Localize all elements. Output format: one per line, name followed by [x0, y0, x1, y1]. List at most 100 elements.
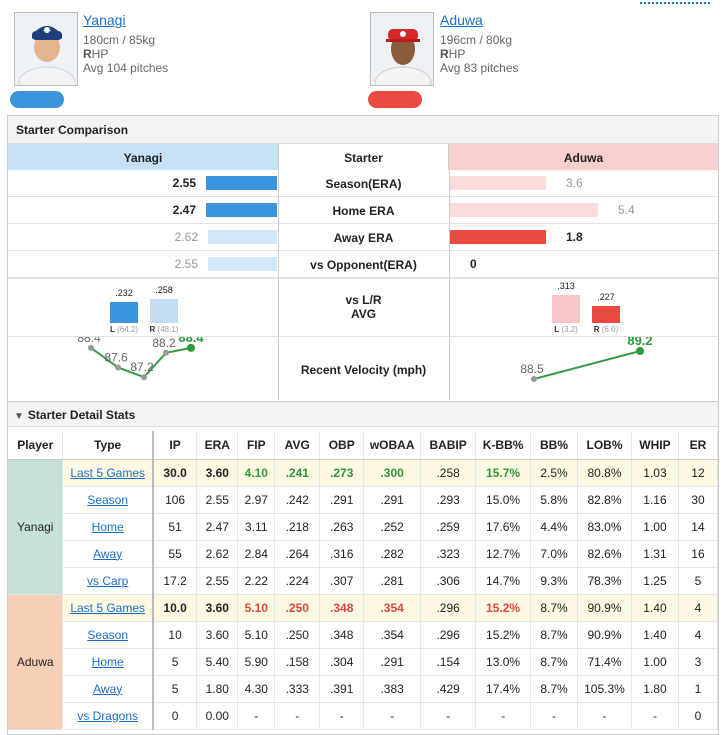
type-cell: Season: [62, 486, 154, 514]
stat-cell: .250: [274, 594, 321, 622]
collapse-caret-icon: ▼: [14, 411, 24, 422]
split-type-link[interactable]: Season: [87, 492, 129, 507]
stat-cell: 12.7%: [475, 540, 532, 568]
stat-cell: .154: [420, 648, 477, 676]
type-cell: vs Dragons: [62, 702, 154, 730]
stat-cell: 7.0%: [530, 540, 578, 568]
stat-cell: .306: [420, 567, 477, 595]
split-type-link[interactable]: Home: [91, 654, 124, 669]
stat-cell: 8.7%: [530, 675, 578, 703]
stat-cell: 15.2%: [475, 621, 532, 649]
table-row: Season 106 2.55 2.97.242.291.291.293 15.0% 5.…: [8, 486, 719, 514]
stat-cell: .383: [363, 675, 422, 703]
stat-cell: 17.6%: [475, 513, 532, 541]
table-row: Away 5 1.80 4.30.333.391.383.429 17.4% 8.7% 10…: [8, 675, 719, 703]
stat-cell: -: [363, 702, 422, 730]
header-center: Starter: [278, 144, 449, 170]
velocity-left-chart: 88.487.687.288.2 88.4: [77, 337, 204, 381]
stat-cell: 14.7%: [475, 567, 532, 595]
stat-cell: .252: [363, 513, 422, 541]
velocity-line: [533, 350, 641, 380]
top-right-partial-link[interactable]: [640, 0, 710, 4]
stat-cell: 5: [152, 648, 198, 676]
lr-bar-caption: L (64.2): [109, 325, 138, 334]
stat-cell: 1.80: [196, 675, 239, 703]
stat-cell: 10.0: [152, 594, 198, 622]
split-type-link[interactable]: Away: [93, 546, 123, 561]
divider: [8, 277, 718, 278]
stat-cell: .391: [319, 675, 365, 703]
stat-cell: 16: [678, 540, 719, 568]
stat-cell: 3.11: [237, 513, 276, 541]
split-type-link[interactable]: Last 5 Games: [70, 600, 146, 615]
stat-cell: 17.2: [152, 567, 198, 595]
player-name-link[interactable]: Yanagi: [83, 12, 126, 28]
stat-cell: 82.6%: [577, 540, 632, 568]
stat-cell: .263: [319, 513, 365, 541]
right-stat-bar: [450, 176, 546, 190]
player-name-link[interactable]: Aduwa: [440, 12, 483, 28]
stat-cell: 12: [678, 459, 719, 487]
stat-cell: .273: [319, 459, 365, 487]
detail-stats-toggle[interactable]: ▼ Starter Detail Stats: [8, 401, 718, 427]
split-type-link[interactable]: Season: [87, 627, 129, 642]
stat-cell: .304: [319, 648, 365, 676]
stat-cell: -: [631, 702, 679, 730]
team-color-pill: [10, 91, 64, 108]
section-title-detail-stats: Starter Detail Stats: [27, 408, 136, 422]
stat-cell: .316: [319, 540, 365, 568]
column-header: K-BB%: [475, 431, 532, 460]
right-stat-value: 5.4: [618, 203, 635, 217]
player-photo-icon: [371, 13, 433, 85]
velocity-point-label: 88.4: [77, 337, 101, 345]
divider: [449, 170, 450, 400]
player-photo-aduwa[interactable]: [370, 12, 434, 86]
stat-label: Season(ERA): [325, 177, 402, 191]
stat-cell: 5.8%: [530, 486, 578, 514]
player-group-cell: Yanagi: [8, 459, 64, 595]
player-hand: RHP: [440, 47, 466, 61]
stat-cell: 4.4%: [530, 513, 578, 541]
stat-cell: 2.47: [196, 513, 239, 541]
stat-cell: 3: [678, 648, 719, 676]
column-header: Type: [62, 431, 154, 460]
lr-bar-value: .258: [155, 285, 173, 295]
left-stat-value: 2.55: [172, 176, 196, 190]
stat-cell: -: [530, 702, 578, 730]
column-header: IP: [152, 431, 198, 460]
stat-cell: 30: [678, 486, 719, 514]
stat-cell: .158: [274, 648, 321, 676]
split-type-link[interactable]: vs Dragons: [77, 708, 139, 723]
split-type-link[interactable]: Last 5 Games: [70, 465, 146, 480]
player-group-cell: Aduwa: [8, 594, 64, 730]
player-photo-icon: [15, 13, 77, 85]
header-right-player: Aduwa: [449, 144, 718, 170]
velocity-right-chart: 88.5 89.2: [520, 337, 653, 382]
stat-cell: 30.0: [152, 459, 198, 487]
stat-cell: .291: [363, 648, 422, 676]
split-type-link[interactable]: Away: [93, 681, 123, 696]
stat-cell: 8.7%: [530, 621, 578, 649]
stat-cell: 4.10: [237, 459, 276, 487]
divider: [8, 250, 718, 251]
player-photo-yanagi[interactable]: [14, 12, 78, 86]
stat-cell: 4: [678, 621, 719, 649]
split-type-link[interactable]: Home: [91, 519, 124, 534]
type-cell: vs Carp: [62, 567, 154, 595]
stat-label: vs Opponent(ERA): [310, 258, 417, 272]
type-cell: Home: [62, 648, 154, 676]
divider: [278, 170, 279, 400]
stat-cell: .348: [319, 621, 365, 649]
velocity-point-label: 87.2: [130, 360, 154, 374]
stat-cell: 9.3%: [530, 567, 578, 595]
stat-cell: 0: [152, 702, 198, 730]
stat-cell: 8.7%: [530, 648, 578, 676]
split-type-link[interactable]: vs Carp: [87, 573, 129, 588]
lr-center-label: vs L/R AVG: [345, 293, 382, 321]
velocity-point: [531, 376, 537, 382]
column-header: FIP: [237, 431, 276, 460]
lr-bar: [150, 299, 178, 323]
left-stat-bar: [206, 203, 277, 217]
velocity-label: Recent Velocity (mph): [300, 363, 427, 377]
stat-cell: .218: [274, 513, 321, 541]
